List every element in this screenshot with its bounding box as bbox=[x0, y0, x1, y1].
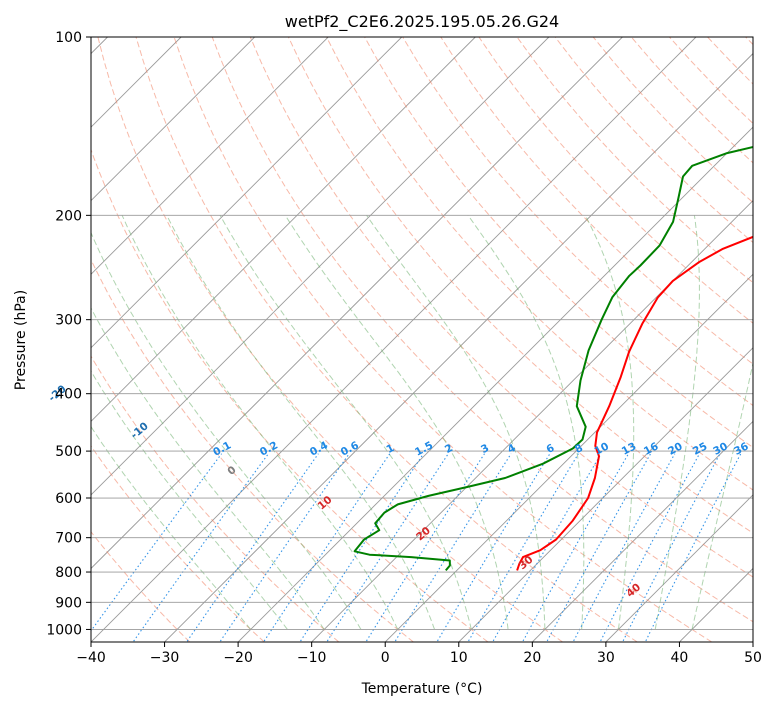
mixing-ratio-line bbox=[132, 453, 269, 642]
moist-adiabat-line bbox=[166, 215, 436, 630]
isotherm-line bbox=[91, 37, 403, 349]
isotherm-line bbox=[237, 126, 753, 642]
moist-adiabat-line bbox=[91, 425, 252, 630]
y-tick-label: 300 bbox=[55, 313, 82, 329]
axis-layer: −40 −30 −20 −10 0 10 20 30 40 50 100 200 300 400 500 60… bbox=[46, 30, 762, 666]
isotherm-line bbox=[164, 52, 753, 642]
dry-adiabat-line bbox=[402, 37, 753, 407]
x-tick-label: −10 bbox=[297, 650, 327, 666]
temperature-trace bbox=[516, 235, 753, 571]
mixing-ratio-line bbox=[644, 453, 742, 642]
grid-layer bbox=[91, 37, 753, 642]
dry-adiabat-line bbox=[211, 37, 753, 623]
moist-adiabat-line bbox=[584, 215, 635, 630]
isotherm-line bbox=[91, 37, 255, 202]
y-tick-label: 700 bbox=[55, 531, 82, 547]
x-tick-label: 30 bbox=[597, 650, 615, 666]
isotherm-line bbox=[458, 347, 753, 642]
y-tick-label: 100 bbox=[55, 30, 82, 46]
data-layer bbox=[353, 145, 753, 572]
dry-adiabat-line bbox=[97, 37, 563, 642]
x-tick-label: 40 bbox=[671, 650, 689, 666]
plot-frame bbox=[90, 36, 754, 643]
mixing-ratio-line bbox=[572, 453, 676, 642]
mixing-ratio-line bbox=[326, 453, 449, 642]
moist-adiabat-line bbox=[691, 360, 753, 630]
moist-adiabat-line bbox=[219, 215, 472, 630]
isotherm-line bbox=[91, 37, 697, 642]
isotherm-line bbox=[605, 494, 753, 642]
isotherm-line bbox=[91, 37, 476, 422]
x-tick-label: −30 bbox=[150, 650, 180, 666]
moist-adiabat-line bbox=[91, 370, 288, 630]
mixing-ratio-line bbox=[299, 453, 424, 642]
isotherm-line bbox=[91, 37, 550, 496]
dry-adiabat-line bbox=[326, 37, 753, 491]
mixing-ratio-line bbox=[546, 453, 652, 642]
y-tick-label: 900 bbox=[55, 595, 82, 611]
dry-adiabat-line bbox=[91, 258, 414, 642]
chart-title: wetPf2_C2E6.2025.195.05.26.G24 bbox=[285, 12, 559, 32]
dry-adiabat-line bbox=[91, 445, 265, 642]
x-tick-label: −20 bbox=[223, 650, 253, 666]
isotherm-line bbox=[91, 37, 623, 570]
dry-adiabat-line bbox=[135, 37, 638, 642]
dry-adiabat-line bbox=[249, 37, 753, 578]
x-tick-label: 20 bbox=[523, 650, 541, 666]
x-tick-label: −40 bbox=[76, 650, 106, 666]
mixing-ratio-line bbox=[521, 453, 629, 642]
isotherm-line bbox=[532, 420, 753, 642]
mixing-ratio-line bbox=[185, 453, 319, 642]
dewpoint-trace bbox=[353, 145, 753, 572]
mixing-ratio-line bbox=[219, 453, 350, 642]
dry-adiabat-line bbox=[91, 148, 489, 642]
dry-adiabat-line bbox=[440, 37, 753, 365]
x-tick-label: 50 bbox=[744, 650, 762, 666]
dry-adiabat-line bbox=[91, 531, 191, 642]
mixing-ratio-line bbox=[394, 453, 512, 642]
y-axis-label: Pressure (hPa) bbox=[13, 290, 29, 390]
y-tick-label: 200 bbox=[55, 208, 82, 224]
dry-adiabat-line bbox=[516, 37, 753, 284]
y-tick-label: 1000 bbox=[46, 622, 82, 638]
isotherm-line bbox=[91, 37, 329, 275]
y-tick-label: 600 bbox=[55, 491, 82, 507]
x-tick-label: 0 bbox=[381, 650, 390, 666]
moist-adiabat-line bbox=[366, 215, 546, 630]
x-tick-label: 10 bbox=[450, 650, 468, 666]
x-axis-label: Temperature (°C) bbox=[361, 681, 483, 697]
mixing-ratio-line bbox=[262, 453, 391, 642]
mixing-ratio-line bbox=[91, 453, 223, 632]
isotherm-line bbox=[384, 273, 753, 642]
y-tick-label: 400 bbox=[55, 387, 82, 403]
y-tick-label: 500 bbox=[55, 444, 82, 460]
moist-adiabat-line bbox=[654, 215, 700, 630]
dry-adiabat-line bbox=[287, 37, 753, 534]
dry-adiabat-line bbox=[173, 37, 713, 642]
y-tick-label: 800 bbox=[55, 565, 82, 581]
